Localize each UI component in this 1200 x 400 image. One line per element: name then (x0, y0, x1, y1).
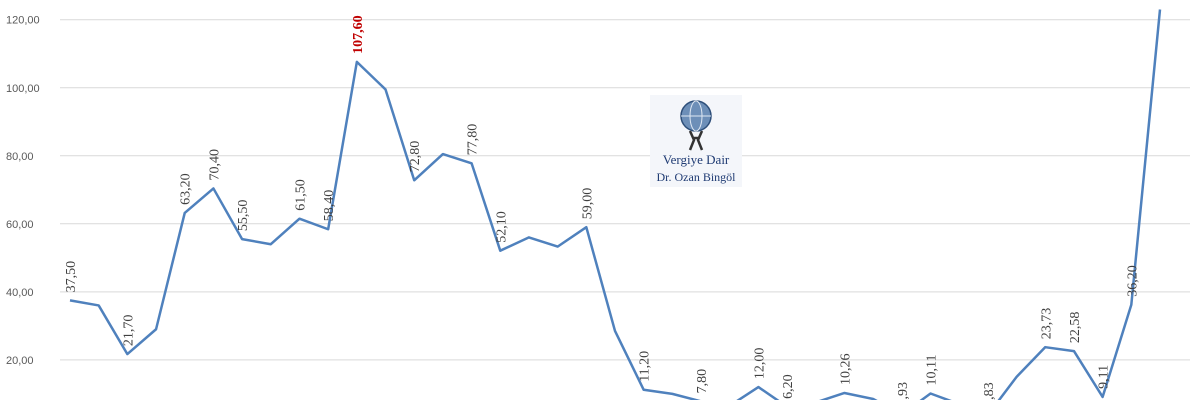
y-tick-label: 60,00 (6, 219, 34, 231)
data-label: 21,70 (121, 315, 136, 347)
data-label: 37,50 (64, 261, 79, 293)
data-label: 7,80 (695, 369, 710, 394)
y-tick-label: 100,00 (6, 83, 40, 95)
data-label: 10,26 (838, 353, 853, 385)
y-tick-label: 80,00 (6, 151, 34, 163)
series-line (69, 9, 1162, 400)
atlas-figure (688, 130, 704, 151)
data-label: 72,80 (408, 141, 423, 173)
watermark-title: Vergiye Dair (663, 152, 730, 167)
y-tick-label: 20,00 (6, 355, 34, 367)
y-tick-label: 120,00 (6, 15, 40, 27)
data-label: 36,20 (1125, 265, 1140, 297)
data-label: 59,00 (580, 188, 595, 220)
data-label: 77,80 (466, 124, 481, 156)
data-label: 61,50 (293, 179, 308, 211)
data-label: 22,58 (1068, 312, 1083, 344)
data-label: 63,20 (179, 173, 194, 205)
data-label: 107,60 (351, 15, 366, 54)
data-label: 3,83 (982, 382, 997, 400)
data-label: 58,40 (322, 190, 337, 222)
grid: 20,00 40,00 60,00 80,00 100,00 120,00 (6, 15, 1190, 367)
watermark-author: Dr. Ozan Bingöl (657, 170, 737, 184)
data-label: 10,11 (925, 355, 940, 386)
data-label: 52,10 (494, 211, 509, 243)
data-label: 55,50 (236, 200, 251, 232)
data-label: 12,00 (752, 348, 767, 380)
data-label: 70,40 (207, 149, 222, 181)
y-tick-label: 40,00 (6, 287, 34, 299)
watermark: Vergiye Dair Dr. Ozan Bingöl (650, 95, 742, 187)
data-label: 11,20 (638, 351, 653, 382)
data-label: 3,93 (896, 382, 911, 400)
data-label: 9,11 (1097, 365, 1112, 389)
data-label: 6,20 (781, 374, 796, 399)
data-label: 23,73 (1039, 308, 1054, 340)
